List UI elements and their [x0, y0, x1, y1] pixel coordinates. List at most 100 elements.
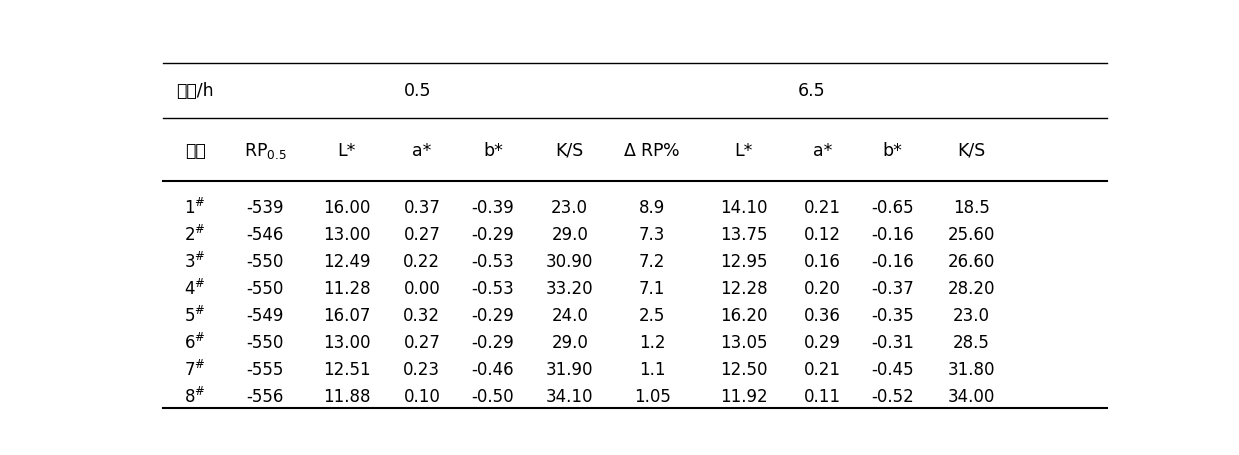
Text: -0.35: -0.35	[871, 307, 913, 325]
Text: 0.37: 0.37	[404, 199, 440, 217]
Text: 29.0: 29.0	[551, 226, 589, 244]
Text: 2.5: 2.5	[639, 307, 665, 325]
Text: -549: -549	[247, 307, 284, 325]
Text: 0.29: 0.29	[804, 334, 841, 352]
Text: 13.75: 13.75	[720, 226, 767, 244]
Text: 0.21: 0.21	[804, 199, 841, 217]
Text: 25.60: 25.60	[948, 226, 995, 244]
Text: -556: -556	[247, 388, 284, 406]
Text: 13.00: 13.00	[323, 226, 370, 244]
Text: 31.90: 31.90	[546, 361, 593, 379]
Text: 时间/h: 时间/h	[176, 82, 214, 101]
Text: 1$^{\#}$: 1$^{\#}$	[185, 198, 206, 218]
Text: 29.0: 29.0	[551, 334, 589, 352]
Text: 0.20: 0.20	[804, 280, 841, 298]
Text: $\Delta$ RP%: $\Delta$ RP%	[623, 142, 681, 160]
Text: -0.46: -0.46	[472, 361, 514, 379]
Text: 4$^{\#}$: 4$^{\#}$	[185, 279, 206, 299]
Text: -0.45: -0.45	[871, 361, 913, 379]
Text: -0.29: -0.29	[472, 226, 514, 244]
Text: -550: -550	[247, 253, 284, 271]
Text: 12.49: 12.49	[323, 253, 370, 271]
Text: 0.00: 0.00	[404, 280, 440, 298]
Text: 7$^{\#}$: 7$^{\#}$	[185, 360, 206, 380]
Text: 7.2: 7.2	[639, 253, 665, 271]
Text: -0.39: -0.39	[472, 199, 514, 217]
Text: 0.27: 0.27	[404, 226, 440, 244]
Text: b*: b*	[483, 142, 503, 160]
Text: 16.07: 16.07	[323, 307, 370, 325]
Text: 1.1: 1.1	[639, 361, 665, 379]
Text: 2$^{\#}$: 2$^{\#}$	[185, 225, 206, 245]
Text: 3$^{\#}$: 3$^{\#}$	[185, 252, 206, 272]
Text: 0.5: 0.5	[404, 82, 431, 101]
Text: -0.50: -0.50	[472, 388, 514, 406]
Text: 23.0: 23.0	[953, 307, 990, 325]
Text: -539: -539	[247, 199, 284, 217]
Text: -0.53: -0.53	[472, 253, 514, 271]
Text: -0.16: -0.16	[871, 226, 913, 244]
Text: RP$_{0.5}$: RP$_{0.5}$	[244, 141, 286, 161]
Text: -0.65: -0.65	[871, 199, 913, 217]
Text: L*: L*	[338, 142, 356, 160]
Text: 8$^{\#}$: 8$^{\#}$	[185, 387, 206, 407]
Text: 6$^{\#}$: 6$^{\#}$	[185, 333, 206, 354]
Text: 24.0: 24.0	[551, 307, 589, 325]
Text: 16.00: 16.00	[323, 199, 370, 217]
Text: 序号: 序号	[185, 142, 206, 160]
Text: 12.28: 12.28	[720, 280, 767, 298]
Text: 13.05: 13.05	[720, 334, 767, 352]
Text: -0.52: -0.52	[871, 388, 913, 406]
Text: 0.36: 0.36	[804, 307, 841, 325]
Text: 8.9: 8.9	[639, 199, 665, 217]
Text: -0.37: -0.37	[871, 280, 913, 298]
Text: 0.27: 0.27	[404, 334, 440, 352]
Text: 23.0: 23.0	[551, 199, 589, 217]
Text: b*: b*	[882, 142, 902, 160]
Text: 0.12: 0.12	[804, 226, 841, 244]
Text: 6.5: 6.5	[798, 82, 825, 101]
Text: 0.32: 0.32	[404, 307, 440, 325]
Text: K/S: K/S	[555, 142, 584, 160]
Text: 1.2: 1.2	[639, 334, 665, 352]
Text: 1.05: 1.05	[634, 388, 670, 406]
Text: 0.11: 0.11	[804, 388, 841, 406]
Text: 34.10: 34.10	[546, 388, 593, 406]
Text: 26.60: 26.60	[948, 253, 995, 271]
Text: 12.95: 12.95	[720, 253, 767, 271]
Text: a*: a*	[813, 142, 831, 160]
Text: 0.23: 0.23	[404, 361, 440, 379]
Text: 0.22: 0.22	[404, 253, 440, 271]
Text: -550: -550	[247, 334, 284, 352]
Text: 16.20: 16.20	[720, 307, 767, 325]
Text: 31.80: 31.80	[948, 361, 995, 379]
Text: 7.3: 7.3	[639, 226, 665, 244]
Text: 30.90: 30.90	[546, 253, 593, 271]
Text: 11.88: 11.88	[323, 388, 370, 406]
Text: 0.21: 0.21	[804, 361, 841, 379]
Text: 0.16: 0.16	[804, 253, 841, 271]
Text: a*: a*	[413, 142, 431, 160]
Text: -0.29: -0.29	[472, 334, 514, 352]
Text: -546: -546	[247, 226, 284, 244]
Text: -555: -555	[247, 361, 284, 379]
Text: 33.20: 33.20	[546, 280, 593, 298]
Text: 12.51: 12.51	[323, 361, 370, 379]
Text: 28.5: 28.5	[953, 334, 990, 352]
Text: 7.1: 7.1	[639, 280, 665, 298]
Text: -0.31: -0.31	[871, 334, 914, 352]
Text: 14.10: 14.10	[720, 199, 767, 217]
Text: 18.5: 18.5	[953, 199, 990, 217]
Text: L*: L*	[735, 142, 752, 160]
Text: 11.28: 11.28	[323, 280, 370, 298]
Text: -0.53: -0.53	[472, 280, 514, 298]
Text: -0.16: -0.16	[871, 253, 913, 271]
Text: 5$^{\#}$: 5$^{\#}$	[185, 306, 206, 326]
Text: 12.50: 12.50	[720, 361, 767, 379]
Text: -0.29: -0.29	[472, 307, 514, 325]
Text: 34.00: 34.00	[948, 388, 995, 406]
Text: -550: -550	[247, 280, 284, 298]
Text: 13.00: 13.00	[323, 334, 370, 352]
Text: 0.10: 0.10	[404, 388, 440, 406]
Text: 28.20: 28.20	[948, 280, 995, 298]
